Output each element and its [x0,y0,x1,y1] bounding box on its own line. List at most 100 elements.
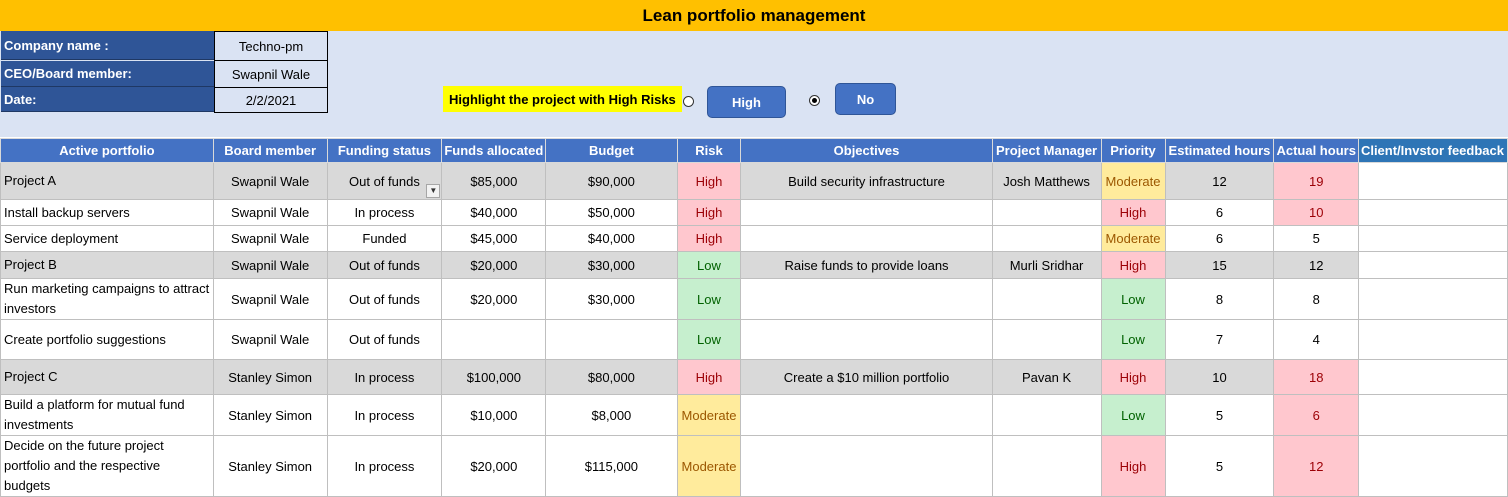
cell-objective[interactable] [740,435,993,497]
cell-objective[interactable]: Build security infrastructure [740,162,993,200]
cell-actual[interactable]: 6 [1273,394,1359,436]
cell-feedback[interactable] [1357,319,1508,360]
high-button[interactable]: High [707,86,786,118]
cell-funds[interactable]: $20,000 [441,435,547,497]
cell-status[interactable]: In process [326,199,443,226]
cell-board[interactable]: Swapnil Wale [212,225,328,252]
cell-risk[interactable]: High [676,199,742,226]
cell-risk[interactable]: High [676,359,742,395]
col-header[interactable]: Estimated hours [1164,138,1275,163]
cell-feedback[interactable] [1357,199,1508,226]
cell-objective[interactable] [740,199,993,226]
cell-funds[interactable]: $100,000 [441,359,547,395]
cell-actual[interactable]: 8 [1273,278,1359,320]
col-header[interactable]: Objectives [740,138,993,163]
cell-priority[interactable]: Moderate [1100,162,1166,200]
cell-risk[interactable]: Moderate [676,435,742,497]
cell-est[interactable]: 12 [1164,162,1275,200]
col-header[interactable]: Risk [676,138,742,163]
radio-high[interactable] [683,96,694,107]
cell-portfolio[interactable]: Create portfolio suggestions [0,319,214,360]
date-value[interactable]: 2/2/2021 [214,87,328,113]
cell-actual[interactable]: 4 [1273,319,1359,360]
no-button[interactable]: No [835,83,896,115]
cell-budget[interactable]: $30,000 [545,278,678,320]
cell-status[interactable]: Funded [326,225,443,252]
cell-risk[interactable]: Low [676,251,742,279]
cell-est[interactable]: 8 [1164,278,1275,320]
cell-est[interactable]: 6 [1164,225,1275,252]
radio-no[interactable] [809,95,820,106]
cell-manager[interactable] [991,199,1102,226]
cell-status[interactable]: Out of funds [326,251,443,279]
col-header[interactable]: Actual hours [1273,138,1359,163]
cell-feedback[interactable] [1357,359,1508,395]
cell-portfolio[interactable]: Run marketing campaigns to attract inves… [0,278,214,320]
cell-objective[interactable] [740,278,993,320]
cell-feedback[interactable] [1357,251,1508,279]
cell-board[interactable]: Swapnil Wale [212,319,328,360]
cell-priority[interactable]: High [1100,359,1166,395]
cell-actual[interactable]: 18 [1273,359,1359,395]
cell-budget[interactable]: $90,000 [545,162,678,200]
col-header[interactable]: Funds allocated [441,138,547,163]
dropdown-arrow-icon[interactable]: ▼ [426,184,441,198]
cell-status[interactable]: Out of funds ▼ [326,162,443,200]
cell-budget[interactable]: $50,000 [545,199,678,226]
cell-manager[interactable] [991,435,1102,497]
cell-est[interactable]: 15 [1164,251,1275,279]
cell-objective[interactable] [740,394,993,436]
cell-portfolio[interactable]: Build a platform for mutual fund investm… [0,394,214,436]
cell-priority[interactable]: Low [1100,278,1166,320]
cell-manager[interactable] [991,394,1102,436]
cell-board[interactable]: Stanley Simon [212,394,328,436]
cell-budget[interactable]: $30,000 [545,251,678,279]
cell-board[interactable]: Swapnil Wale [212,278,328,320]
cell-risk[interactable]: Low [676,319,742,360]
cell-feedback[interactable] [1357,435,1508,497]
cell-est[interactable]: 5 [1164,435,1275,497]
cell-board[interactable]: Swapnil Wale [212,251,328,279]
cell-feedback[interactable] [1357,278,1508,320]
cell-objective[interactable]: Raise funds to provide loans [740,251,993,279]
cell-feedback[interactable] [1357,162,1508,200]
cell-budget[interactable]: $40,000 [545,225,678,252]
cell-feedback[interactable] [1357,225,1508,252]
cell-priority[interactable]: Low [1100,319,1166,360]
cell-status[interactable]: In process [326,394,443,436]
col-header[interactable]: Project Manager [991,138,1102,163]
ceo-value[interactable]: Swapnil Wale [214,60,328,88]
col-header[interactable]: Client/Invstor feedback [1357,138,1508,163]
cell-objective[interactable] [740,319,993,360]
cell-priority[interactable]: Low [1100,394,1166,436]
cell-manager[interactable] [991,319,1102,360]
cell-funds[interactable]: $20,000 [441,278,547,320]
cell-actual[interactable]: 12 [1273,251,1359,279]
cell-manager[interactable]: Murli Sridhar [991,251,1102,279]
cell-board[interactable]: Swapnil Wale [212,162,328,200]
col-header[interactable]: Board member [212,138,328,163]
cell-budget[interactable]: $8,000 [545,394,678,436]
cell-portfolio[interactable]: Decide on the future project portfolio a… [0,435,214,497]
cell-budget[interactable]: $80,000 [545,359,678,395]
cell-est[interactable]: 6 [1164,199,1275,226]
cell-status[interactable]: In process [326,435,443,497]
cell-budget[interactable]: $115,000 [545,435,678,497]
cell-risk[interactable]: Low [676,278,742,320]
cell-actual[interactable]: 19 [1273,162,1359,200]
cell-actual[interactable]: 10 [1273,199,1359,226]
cell-board[interactable]: Stanley Simon [212,359,328,395]
cell-status[interactable]: In process [326,359,443,395]
cell-est[interactable]: 10 [1164,359,1275,395]
cell-status[interactable]: Out of funds [326,319,443,360]
cell-actual[interactable]: 12 [1273,435,1359,497]
col-header[interactable]: Funding status [326,138,443,163]
cell-priority[interactable]: Moderate [1100,225,1166,252]
cell-manager[interactable] [991,278,1102,320]
cell-status[interactable]: Out of funds [326,278,443,320]
cell-portfolio[interactable]: Project A [0,162,214,200]
cell-risk[interactable]: High [676,162,742,200]
cell-portfolio[interactable]: Install backup servers [0,199,214,226]
cell-manager[interactable]: Pavan K [991,359,1102,395]
company-name-value[interactable]: Techno-pm [214,31,328,61]
